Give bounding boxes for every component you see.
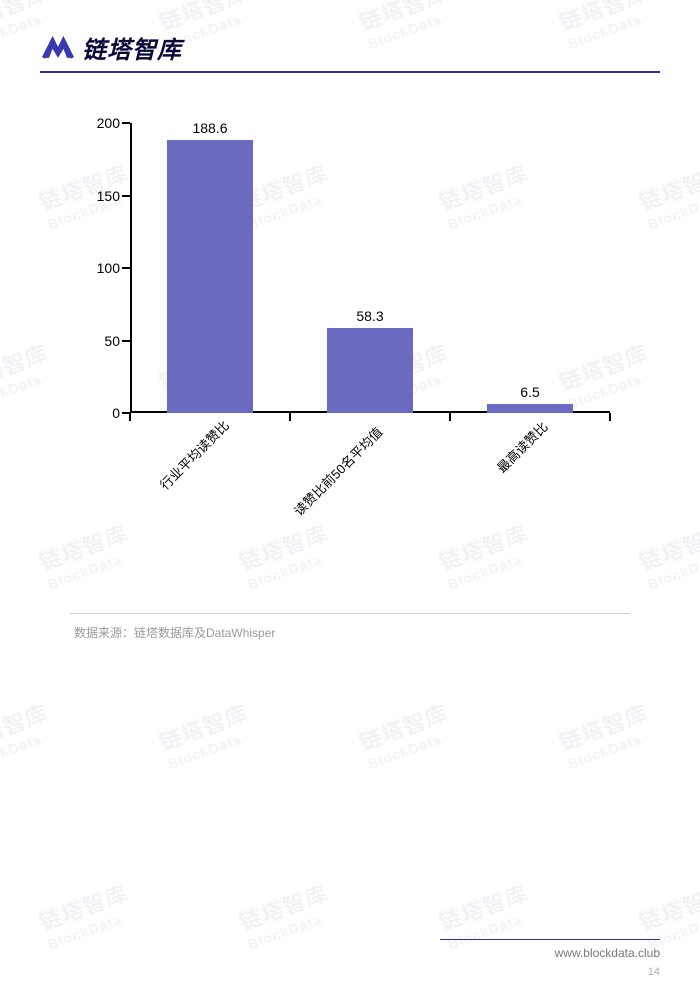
y-tick <box>122 122 130 124</box>
bar-value-label: 58.3 <box>356 308 383 324</box>
x-tick <box>129 413 131 421</box>
x-category-label: 最高读赞比 <box>492 417 551 476</box>
bar <box>327 328 413 413</box>
chart-plot-area: 050100150200188.6行业平均读赞比58.3读赞比前50名平均值6.… <box>130 123 610 413</box>
logo-icon <box>40 34 76 62</box>
y-tick <box>122 195 130 197</box>
page-header: 链塔智库 <box>40 30 660 73</box>
page-footer: www.blockdata.club 14 <box>40 939 660 960</box>
y-tick <box>122 267 130 269</box>
x-tick <box>289 413 291 421</box>
page-number: 14 <box>648 966 660 978</box>
bar <box>167 140 253 413</box>
bar <box>487 404 573 413</box>
x-category-label: 行业平均读赞比 <box>155 416 233 494</box>
footer-url: www.blockdata.club <box>40 946 660 960</box>
bar-chart: 050100150200188.6行业平均读赞比58.3读赞比前50名平均值6.… <box>70 123 630 493</box>
x-category-label: 读赞比前50名平均值 <box>289 423 386 520</box>
page-content: 链塔智库 050100150200188.6行业平均读赞比58.3读赞比前50名… <box>0 0 700 990</box>
y-axis <box>130 123 132 413</box>
y-tick-label: 150 <box>97 188 120 204</box>
bar-value-label: 188.6 <box>192 120 227 136</box>
x-tick <box>609 413 611 421</box>
x-tick <box>449 413 451 421</box>
y-tick-label: 100 <box>97 260 120 276</box>
y-tick-label: 0 <box>112 405 120 421</box>
source-divider <box>70 613 630 614</box>
y-tick-label: 50 <box>104 333 120 349</box>
data-source-label: 数据来源：链塔数据库及DataWhisper <box>70 624 630 641</box>
footer-rule <box>440 939 660 940</box>
bar-value-label: 6.5 <box>520 384 539 400</box>
y-tick-label: 200 <box>97 115 120 131</box>
y-tick <box>122 340 130 342</box>
logo-text: 链塔智库 <box>82 30 182 65</box>
